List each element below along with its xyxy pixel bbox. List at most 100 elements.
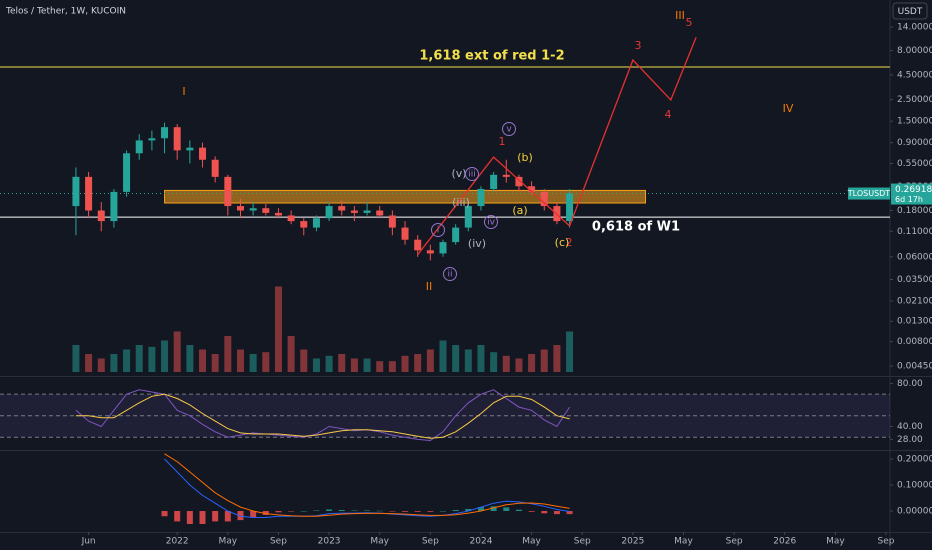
y-tick-label: 40.00 [897, 422, 923, 432]
macd-histogram-bar [414, 511, 421, 512]
macd-histogram-bar [541, 511, 548, 514]
wave-circle [484, 215, 498, 229]
macd-histogram-bar [199, 511, 206, 525]
y-tick-label: 0.20000 [897, 455, 932, 465]
volume-bar [173, 331, 181, 372]
y-tick-label: 0.00450 [897, 361, 932, 371]
candle-body [490, 174, 498, 189]
candle-body [148, 138, 156, 141]
candle-body [414, 239, 422, 251]
macd-histogram-bar [477, 507, 484, 512]
wave-label: (a) [512, 204, 527, 217]
volume-bar [338, 354, 346, 372]
countdown-label: 6d 17h [895, 195, 923, 204]
x-tick-label: Sep [422, 537, 439, 547]
volume-bar [414, 354, 422, 372]
volume-bar [566, 331, 574, 372]
volume-bar [161, 340, 169, 372]
y-tick-label: 0.00000 [897, 507, 932, 517]
chart-title: Telos / Tether, 1W, KUCOIN [5, 7, 126, 17]
candle-body [173, 127, 181, 151]
y-tick-label: 0.02100 [897, 297, 932, 307]
volume-bar [236, 349, 244, 372]
y-tick-label: 14.00000 [897, 23, 932, 33]
level-label: 0,618 of W1 [592, 220, 680, 235]
volume-bar [540, 349, 548, 372]
wave-label: II [426, 280, 433, 293]
volume-bar [85, 354, 93, 372]
macd-histogram-bar [553, 511, 560, 515]
volume-bar [274, 286, 282, 372]
y-tick-label: 80.00 [897, 379, 923, 389]
macd-histogram-bar [452, 509, 459, 512]
candle-body [135, 140, 143, 154]
wave-label: 2 [566, 236, 573, 249]
volume-bar [148, 346, 156, 372]
wave-circle [431, 223, 445, 237]
candle-body [401, 227, 409, 240]
macd-histogram-bar [161, 511, 168, 517]
volume-bar [224, 336, 232, 372]
currency-label[interactable]: USDT [898, 7, 923, 17]
volume-bar [350, 358, 358, 372]
candle-body [300, 221, 308, 228]
x-tick-label: 2026 [773, 537, 796, 547]
volume-bar [502, 355, 510, 372]
candle-body [123, 153, 131, 192]
volume-bar [262, 352, 270, 372]
y-tick-label: 0.18000 [897, 206, 932, 216]
candle-body [477, 188, 485, 207]
candle-body [528, 186, 536, 192]
macd-histogram-bar [326, 509, 333, 512]
macd-histogram-bar [212, 511, 219, 522]
candle-body [376, 210, 384, 216]
wave-label: I [182, 85, 185, 98]
macd-histogram-bar [528, 511, 535, 512]
candle-body [452, 227, 460, 243]
volume-bar [439, 340, 447, 372]
volume-bar [376, 361, 384, 372]
x-tick-label: Jun [81, 537, 96, 547]
macd-histogram-bar [566, 511, 573, 515]
volume-bar [211, 354, 219, 372]
volume-bar [553, 345, 561, 372]
candle-body [199, 147, 207, 160]
wave-label: (iii) [452, 196, 470, 209]
volume-bar [490, 352, 498, 372]
macd-line [164, 458, 570, 518]
macd-histogram-bar [262, 511, 269, 515]
macd-histogram-bar [288, 511, 295, 512]
y-tick-label: 0.10000 [897, 481, 932, 491]
macd-histogram-bar [490, 506, 497, 512]
volume-bar [528, 354, 536, 372]
x-tick-label: May [674, 537, 693, 547]
macd-histogram-bar [402, 511, 409, 512]
y-tick-label: 0.11000 [897, 227, 932, 237]
wave-label: 1 [499, 135, 506, 148]
price-tag [891, 183, 932, 205]
volume-bar [135, 345, 143, 372]
wave-label: iii [468, 170, 476, 180]
signal-line [164, 453, 570, 517]
candle-body [249, 208, 257, 211]
candle-body [211, 159, 219, 177]
x-tick-label: 2025 [621, 537, 644, 547]
macd-histogram-bar [237, 511, 244, 521]
x-tick-label: May [522, 537, 541, 547]
wave-circle [465, 167, 479, 181]
candle-body [312, 218, 320, 228]
currency-button[interactable] [892, 2, 928, 20]
volume-bar [72, 345, 80, 372]
price-label: 0.26918 [895, 185, 932, 195]
wave-circle [443, 267, 457, 281]
x-tick-label: May [219, 537, 238, 547]
candle-body [502, 174, 510, 177]
candle-body [72, 176, 80, 207]
y-tick-label: 0.90000 [897, 138, 932, 148]
volume-bar [97, 358, 105, 372]
candle-body [274, 212, 282, 216]
macd-histogram-bar [224, 511, 231, 522]
y-tick-label: 0.03500 [897, 275, 932, 285]
